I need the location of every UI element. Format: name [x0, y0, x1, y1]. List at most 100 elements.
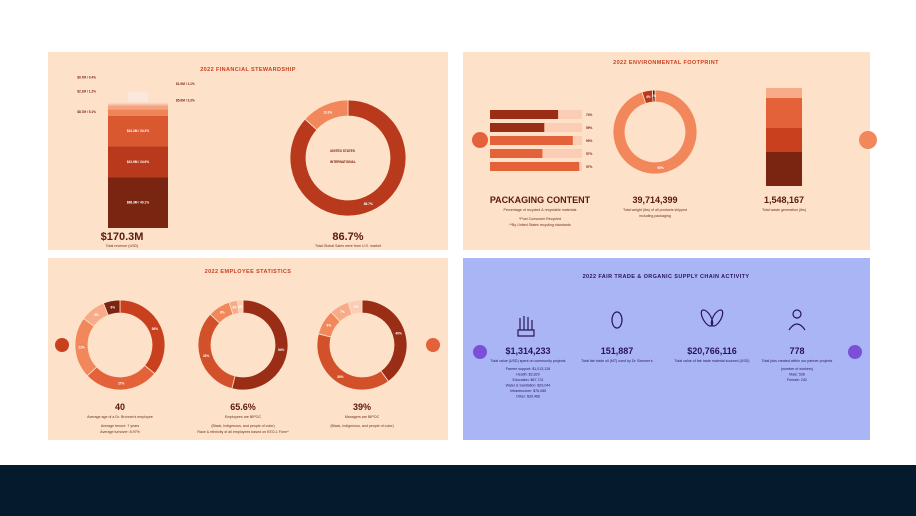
detail: Water & Sanitation: $29,044	[506, 384, 551, 388]
caption: (Black, Indigenous, and people of color)	[330, 424, 393, 428]
legend: UNITED STATES	[330, 149, 355, 153]
prev-arrow[interactable]	[55, 338, 69, 352]
caption: Managers are BIPOC	[345, 415, 380, 419]
segment-label: 5%	[354, 305, 359, 309]
next-arrow[interactable]	[859, 131, 877, 149]
panel-title: 2022 ENVIRONMENTAL FOOTPRINT	[613, 60, 719, 66]
donut-segment	[651, 89, 656, 103]
segment-label: 40%	[395, 331, 402, 335]
caption: Total jobs created within our partner pr…	[762, 359, 833, 363]
prev-arrow[interactable]	[472, 132, 488, 148]
bottle-label: $2.1M / 1.2%	[77, 90, 96, 94]
segment-label: 1%	[652, 94, 657, 98]
segment-label: 36%	[152, 327, 159, 331]
caption: **By United States recycling standards	[509, 223, 571, 227]
next-arrow[interactable]	[426, 338, 440, 352]
donut-segment	[236, 299, 244, 314]
prev-arrow[interactable]	[473, 345, 487, 359]
donut-segment	[304, 99, 349, 131]
panel-title: 2022 FAIR TRADE & ORGANIC SUPPLY CHAIN A…	[583, 274, 750, 280]
caption: Average age of a Dr. Bronner's employee	[87, 415, 153, 419]
bottle-segment	[108, 105, 168, 110]
stat: $1,314,233	[505, 346, 550, 356]
segment-label: 39%	[337, 375, 344, 379]
caption: Employees are BIPOC	[225, 415, 262, 419]
segment-label: 8%	[220, 311, 225, 315]
segment-label: 22%	[78, 346, 85, 350]
bar	[490, 136, 573, 145]
bottle-label: $1.9M / 1.1%	[176, 82, 195, 86]
caption: (Black, Indigenous, and people of color)	[211, 424, 274, 428]
caption: *Post Consumer Recycled	[519, 217, 561, 221]
bottle-segment	[108, 109, 168, 116]
segment-label: 54%	[278, 348, 285, 352]
caption: Average tenure: 7 years	[101, 424, 139, 428]
donut-segment	[102, 299, 121, 316]
segment-label: 86.7%	[364, 202, 373, 206]
segment-label: 4%	[646, 95, 651, 99]
waste-column	[766, 152, 802, 186]
detail: Farmer support: $1,013,128	[506, 367, 551, 371]
donut-segment	[612, 89, 698, 175]
segment-label: 9%	[94, 313, 99, 317]
panel-title: 2022 FINANCIAL STEWARDSHIP	[200, 67, 296, 73]
stat: 40	[115, 402, 125, 412]
stat: $170.3M	[101, 231, 144, 243]
bottle-label: $8.7M / 5.1%	[77, 110, 96, 114]
panel-fair-trade	[463, 258, 870, 440]
segment-label: 3%	[232, 306, 237, 310]
donut-segment	[347, 299, 363, 316]
detail: Health: $2,829	[516, 373, 539, 377]
caption: Total value of fair trade material sourc…	[675, 359, 750, 363]
detail: Education: $67,731	[513, 378, 544, 382]
segment-label: 9%	[327, 324, 332, 328]
next-arrow[interactable]	[848, 345, 862, 359]
caption: Total fair trade oil (MT) used by Dr. Br…	[581, 359, 653, 363]
segment-label: 6%	[110, 305, 115, 309]
stat: 778	[789, 346, 804, 356]
bottle-label: $41.9M / 24.6%	[127, 160, 149, 164]
donut-segment	[289, 99, 407, 217]
bar-label: 57%	[586, 152, 593, 156]
legend: INTERNATIONAL	[330, 160, 356, 164]
caption: Total revenue (USD)	[106, 244, 139, 248]
bottle-segment	[108, 103, 168, 106]
bottle-segment	[108, 102, 168, 104]
detail: Female: 242	[787, 378, 807, 382]
bar-label: 90%	[586, 139, 593, 143]
caption: Total Global Sales were from U.S. market	[315, 244, 381, 248]
bottle-segment	[108, 177, 168, 228]
bottle-segment	[108, 115, 168, 147]
segment-label: 27%	[118, 382, 125, 386]
bar-label: 59%	[586, 126, 593, 130]
stat: PACKAGING CONTENT	[490, 195, 591, 205]
caption: Percentage of recycled & recyclable mate…	[504, 208, 577, 212]
detail: Male: 536	[789, 373, 805, 377]
bottle-label: $68.3M / 40.1%	[127, 201, 149, 205]
stat: 39%	[353, 402, 371, 412]
bottle-cap	[128, 92, 148, 102]
stat: 39,714,399	[632, 195, 677, 205]
stat: 151,887	[601, 346, 634, 356]
bottle-segment	[108, 102, 168, 103]
detail: Other: $30,466	[516, 395, 540, 399]
segment-label: 13.3%	[323, 111, 332, 115]
segment-label: 2%	[238, 305, 243, 309]
caption: including packaging	[639, 214, 671, 218]
bar-label: 74%	[586, 113, 593, 117]
bar	[490, 123, 545, 132]
detail: Infrastructure: $76,085	[510, 389, 546, 393]
bar-label: 97%	[586, 165, 593, 169]
waste-column	[766, 128, 802, 152]
stat: $20,766,116	[687, 346, 737, 356]
segment-label: 33%	[203, 354, 210, 358]
waste-column	[766, 88, 802, 98]
panel-employee	[48, 258, 448, 440]
caption: Race & ethnicity of all employees based …	[197, 430, 289, 434]
bar	[490, 162, 580, 171]
icons	[517, 309, 806, 337]
bar	[490, 149, 543, 158]
detail: (number of workers)	[781, 367, 813, 371]
stat: 65.6%	[230, 402, 256, 412]
